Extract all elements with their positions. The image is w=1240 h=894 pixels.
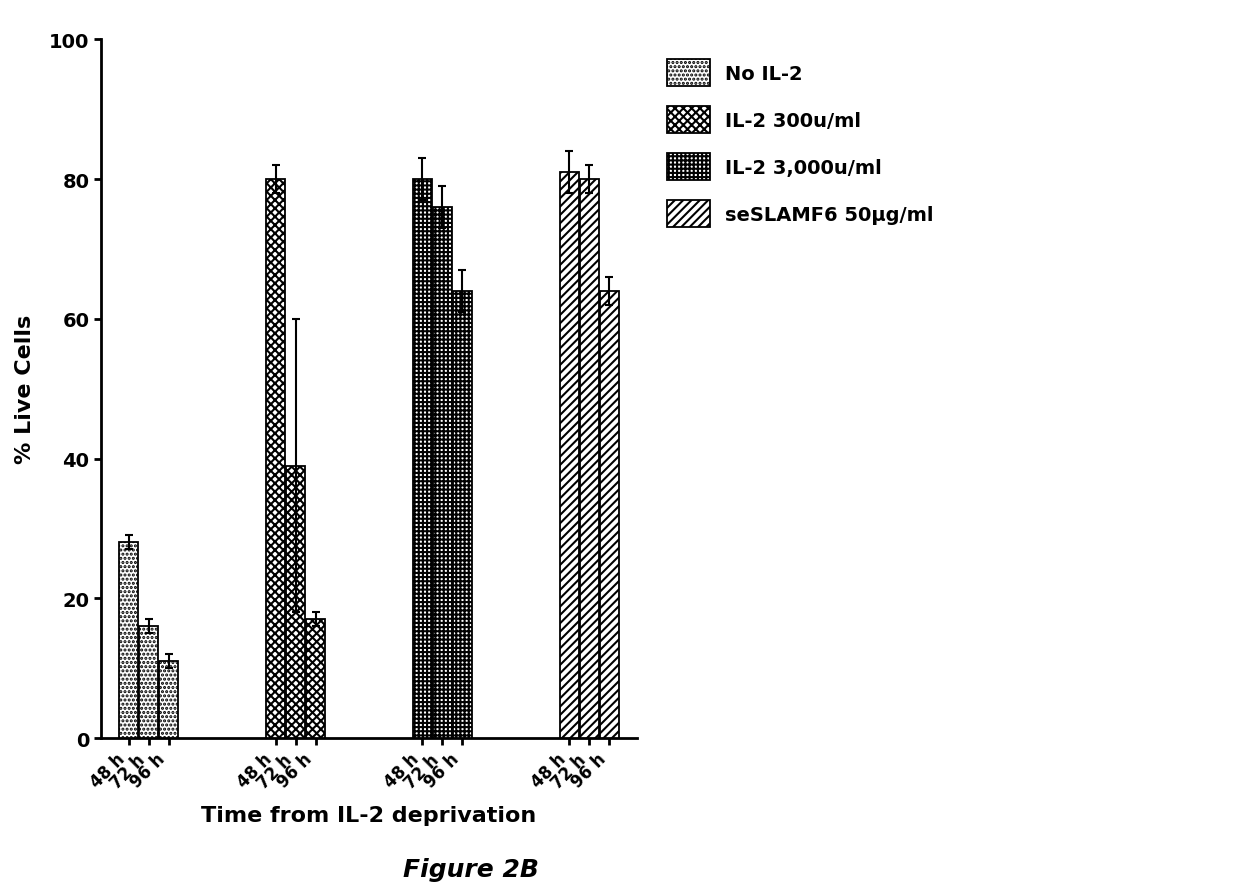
- Bar: [286, 466, 305, 738]
- Bar: [159, 662, 179, 738]
- Legend: No IL-2, IL-2 300u/ml, IL-2 3,000u/ml, seSLAMF6 50μg/ml: No IL-2, IL-2 300u/ml, IL-2 3,000u/ml, s…: [657, 50, 944, 238]
- Bar: [453, 291, 471, 738]
- Bar: [413, 180, 432, 738]
- Bar: [306, 620, 325, 738]
- Text: Figure 2B: Figure 2B: [403, 857, 539, 881]
- Y-axis label: % Live Cells: % Live Cells: [15, 315, 35, 464]
- X-axis label: Time from IL-2 deprivation: Time from IL-2 deprivation: [201, 805, 537, 825]
- Bar: [559, 173, 579, 738]
- Bar: [433, 207, 451, 738]
- Bar: [267, 180, 285, 738]
- Bar: [139, 627, 159, 738]
- Bar: [119, 543, 139, 738]
- Bar: [579, 180, 599, 738]
- Bar: [600, 291, 619, 738]
